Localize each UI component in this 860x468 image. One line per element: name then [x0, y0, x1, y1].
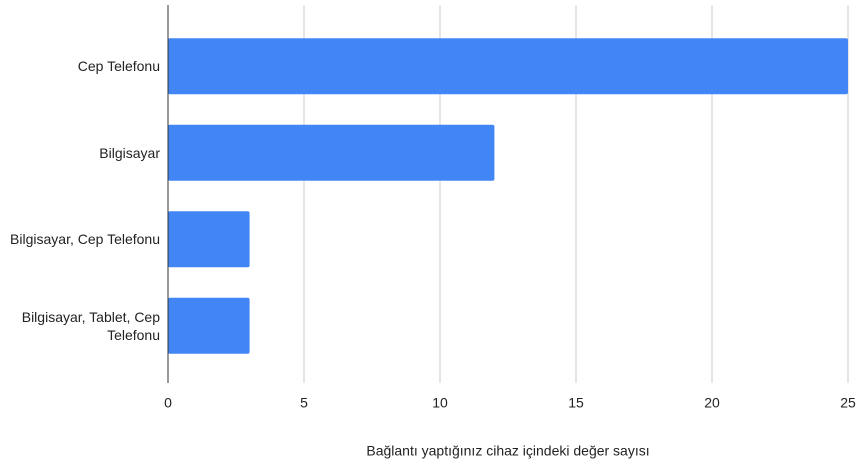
x-axis-title: Bağlantı yaptığınız cihaz içindeki değer… — [366, 443, 649, 459]
x-tick-label: 15 — [568, 395, 584, 411]
bar — [168, 211, 250, 268]
x-tick-label: 25 — [840, 395, 856, 411]
bar — [168, 124, 495, 181]
y-tick-label: Bilgisayar — [99, 144, 160, 161]
x-tick-label: 0 — [164, 395, 172, 411]
y-tick-label: Bilgisayar, Tablet, Cep Telefonu — [21, 308, 160, 343]
x-tick-label: 10 — [432, 395, 448, 411]
x-tick-label: 5 — [300, 395, 308, 411]
bar — [168, 38, 848, 95]
bar — [168, 297, 250, 354]
x-tick-label: 20 — [704, 395, 720, 411]
y-tick-label: Bilgisayar, Cep Telefonu — [10, 231, 160, 248]
y-tick-label: Cep Telefonu — [77, 58, 160, 75]
